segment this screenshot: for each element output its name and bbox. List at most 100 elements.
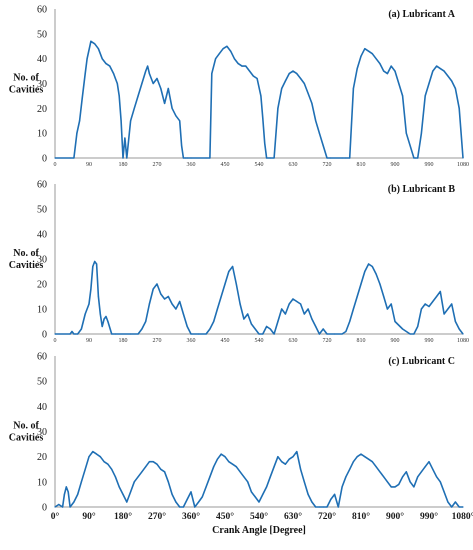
data-point bbox=[81, 97, 83, 99]
data-point bbox=[65, 486, 67, 488]
x-tick-label: 450 bbox=[221, 338, 230, 344]
data-point bbox=[175, 501, 177, 503]
data-point bbox=[322, 506, 324, 508]
data-point bbox=[164, 298, 166, 300]
data-point bbox=[148, 461, 150, 463]
data-point bbox=[349, 468, 351, 470]
data-point bbox=[247, 313, 249, 315]
data-point bbox=[326, 157, 328, 159]
data-point bbox=[300, 77, 302, 80]
data-point bbox=[364, 270, 366, 273]
data-point bbox=[209, 476, 211, 478]
x-tick-label: 270 bbox=[153, 338, 162, 344]
data-point bbox=[462, 157, 464, 159]
data-point bbox=[198, 333, 200, 335]
data-point bbox=[230, 50, 232, 52]
data-point bbox=[318, 506, 320, 508]
data-point bbox=[147, 65, 149, 67]
data-point bbox=[371, 461, 373, 463]
y-tick-label: 50 bbox=[37, 205, 47, 216]
data-point bbox=[292, 70, 294, 72]
data-point bbox=[337, 506, 339, 508]
data-point bbox=[398, 483, 400, 485]
data-point bbox=[160, 87, 162, 90]
data-point bbox=[122, 157, 124, 159]
data-point bbox=[303, 82, 305, 85]
data-point bbox=[356, 295, 358, 298]
data-point bbox=[241, 65, 243, 67]
y-tick-label: 30 bbox=[37, 255, 47, 266]
data-point bbox=[209, 328, 211, 330]
data-point bbox=[311, 318, 313, 320]
y-tick-label: 30 bbox=[37, 427, 47, 438]
data-point bbox=[386, 308, 388, 310]
data-point bbox=[436, 65, 438, 67]
x-tick-label: 720 bbox=[323, 162, 332, 168]
data-point bbox=[368, 458, 370, 460]
x-tick-label: 810° bbox=[352, 511, 370, 522]
data-point bbox=[103, 461, 105, 463]
data-point bbox=[462, 333, 464, 335]
data-point bbox=[226, 45, 228, 47]
data-point bbox=[379, 63, 381, 65]
data-point bbox=[402, 328, 404, 330]
data-point bbox=[428, 305, 430, 308]
data-point bbox=[443, 313, 445, 315]
data-point bbox=[114, 333, 116, 335]
data-point bbox=[390, 303, 392, 305]
data-point bbox=[94, 260, 96, 263]
data-point bbox=[334, 493, 336, 495]
data-point bbox=[284, 80, 286, 82]
data-point bbox=[322, 145, 324, 147]
x-tick-label: 630 bbox=[289, 162, 298, 168]
data-point bbox=[232, 463, 234, 465]
y-axis-label: No. of Cavities bbox=[9, 421, 44, 444]
data-point bbox=[311, 501, 313, 503]
data-point bbox=[224, 283, 226, 285]
data-point bbox=[458, 328, 460, 330]
data-point bbox=[148, 303, 150, 305]
data-point bbox=[420, 132, 422, 134]
x-tick-label: 360 bbox=[187, 338, 196, 344]
data-point bbox=[277, 320, 279, 323]
data-point bbox=[77, 493, 79, 495]
data-point bbox=[179, 120, 181, 122]
data-point bbox=[428, 461, 430, 463]
data-point bbox=[224, 456, 226, 458]
data-point bbox=[84, 313, 86, 315]
y-tick-label: 40 bbox=[37, 54, 47, 65]
data-point bbox=[349, 157, 351, 159]
data-point bbox=[273, 466, 275, 468]
data-point bbox=[201, 496, 203, 498]
data-point bbox=[417, 157, 419, 159]
x-tick-label: 180° bbox=[114, 511, 132, 522]
data-point bbox=[218, 53, 220, 55]
data-point bbox=[167, 87, 169, 90]
data-point bbox=[288, 458, 290, 460]
x-tick-label: 180 bbox=[119, 162, 128, 168]
data-point bbox=[439, 481, 441, 483]
y-axis-label-line: No. of bbox=[13, 248, 39, 259]
data-point bbox=[216, 308, 218, 310]
data-point bbox=[84, 73, 86, 75]
data-point bbox=[405, 132, 407, 134]
x-tick-label: 360° bbox=[182, 511, 200, 522]
data-point bbox=[156, 283, 158, 285]
y-tick-label: 40 bbox=[37, 230, 47, 241]
data-point bbox=[116, 82, 118, 85]
data-point bbox=[258, 333, 260, 335]
data-point bbox=[186, 325, 188, 328]
data-point bbox=[73, 157, 75, 159]
data-point bbox=[296, 451, 298, 453]
data-point bbox=[220, 453, 222, 455]
data-point bbox=[447, 501, 449, 503]
data-point bbox=[141, 82, 143, 85]
data-point bbox=[415, 157, 417, 159]
x-tick-label: 630° bbox=[284, 511, 302, 522]
data-point bbox=[130, 333, 132, 335]
x-tick-label: 1080 bbox=[457, 162, 469, 168]
x-tick-label: 900 bbox=[391, 162, 400, 168]
data-point bbox=[292, 298, 294, 300]
data-point bbox=[160, 468, 162, 470]
data-point bbox=[148, 73, 150, 75]
